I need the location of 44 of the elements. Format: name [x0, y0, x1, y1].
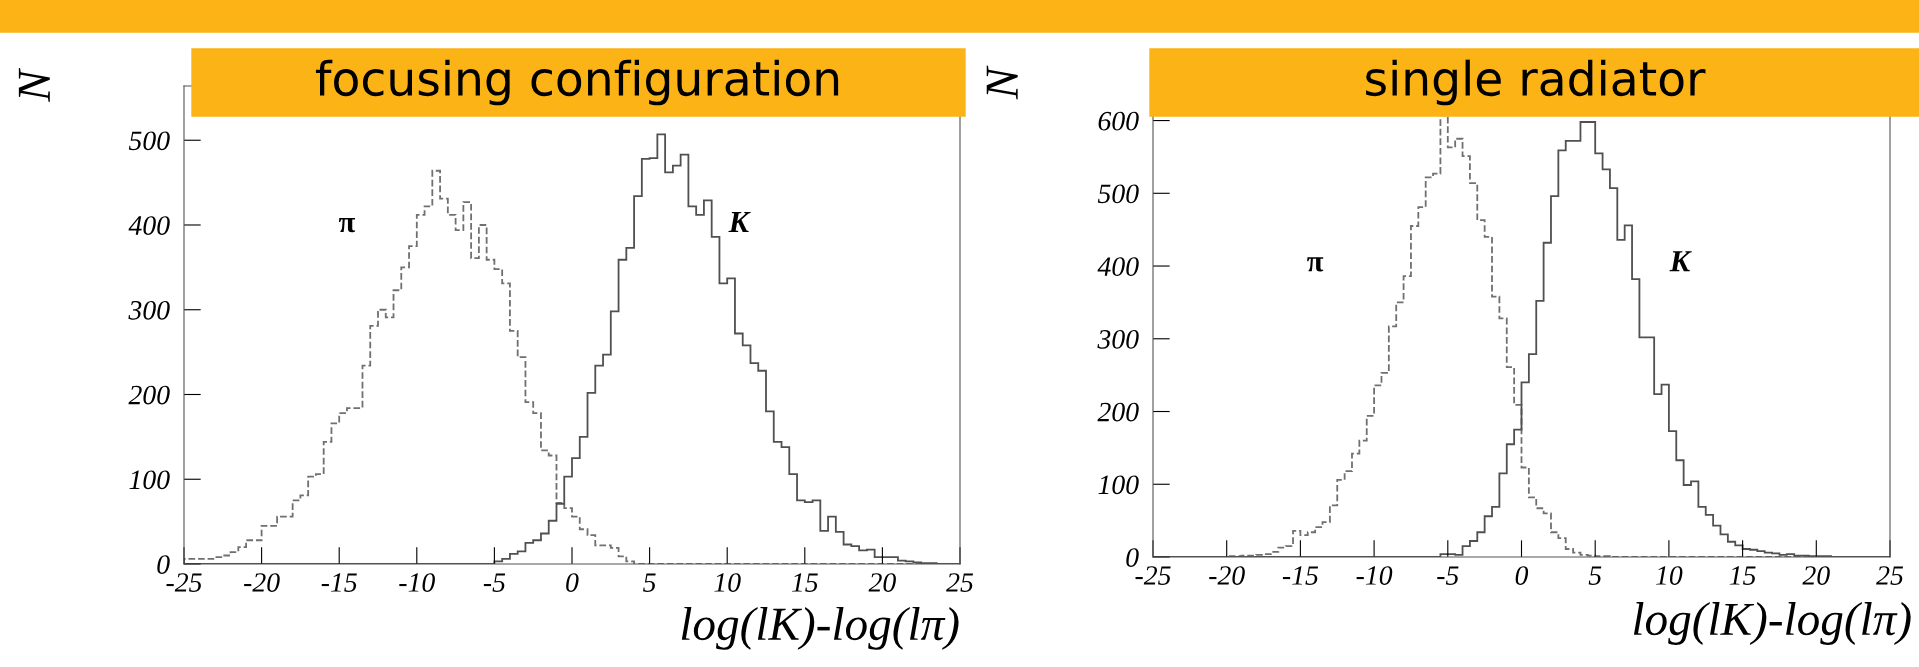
- x-tick-label: 5: [1588, 566, 1602, 585]
- x-tick-label: 5: [643, 573, 656, 592]
- y-tick-label: 100: [129, 470, 170, 490]
- y-tick-label: 400: [1097, 257, 1139, 276]
- x-tick-label: -25: [166, 573, 202, 592]
- chart-title: focusing configuration: [315, 59, 839, 106]
- x-tick-label: 25: [1876, 566, 1904, 585]
- y-tick-label: 0: [1126, 548, 1139, 567]
- annotation: π: [1307, 257, 1324, 272]
- y-tick-label: 500: [128, 131, 170, 151]
- chart-title: single radiator: [1366, 59, 1706, 106]
- y-axis-title: N: [986, 65, 1018, 100]
- x-tick-label: 15: [791, 573, 818, 592]
- y-tick-label: 500: [1097, 184, 1139, 204]
- x-tick-label: -10: [399, 573, 435, 592]
- x-tick-label: 10: [1656, 566, 1683, 585]
- x-tick-label: -15: [321, 573, 357, 592]
- x-tick-label: -25: [1135, 566, 1171, 585]
- y-tick-label: 100: [1098, 475, 1139, 495]
- y-tick-label: 200: [1097, 402, 1139, 422]
- x-tick-label: -15: [1282, 566, 1319, 585]
- x-tick-label: 25: [946, 573, 974, 592]
- x-axis-title: log(lK)-log(lπ): [681, 607, 959, 650]
- y-tick-label: 300: [128, 300, 170, 320]
- x-axis-title: log(lK)-log(lπ): [1633, 602, 1911, 645]
- x-tick-label: 20: [1802, 566, 1830, 585]
- x-tick-label: 20: [868, 573, 896, 592]
- annotation: K: [728, 211, 751, 232]
- annotation: π: [338, 217, 356, 233]
- y-tick-label: 600: [1098, 111, 1139, 131]
- x-tick-label: -5: [1437, 566, 1459, 585]
- x-tick-label: -20: [244, 573, 280, 592]
- y-tick-label: 300: [1097, 329, 1139, 349]
- y-tick-label: 400: [128, 216, 170, 235]
- annotation: K: [1669, 251, 1692, 272]
- x-tick-label: 10: [714, 573, 741, 592]
- y-axis-title: N: [18, 68, 50, 103]
- x-tick-label: 15: [1729, 566, 1756, 585]
- x-tick-label: 0: [566, 573, 579, 592]
- x-tick-label: -5: [483, 573, 506, 592]
- y-tick-label: 200: [128, 385, 170, 405]
- x-tick-label: -20: [1209, 566, 1245, 585]
- x-tick-label: 0: [1515, 566, 1529, 585]
- x-tick-label: -10: [1356, 566, 1393, 585]
